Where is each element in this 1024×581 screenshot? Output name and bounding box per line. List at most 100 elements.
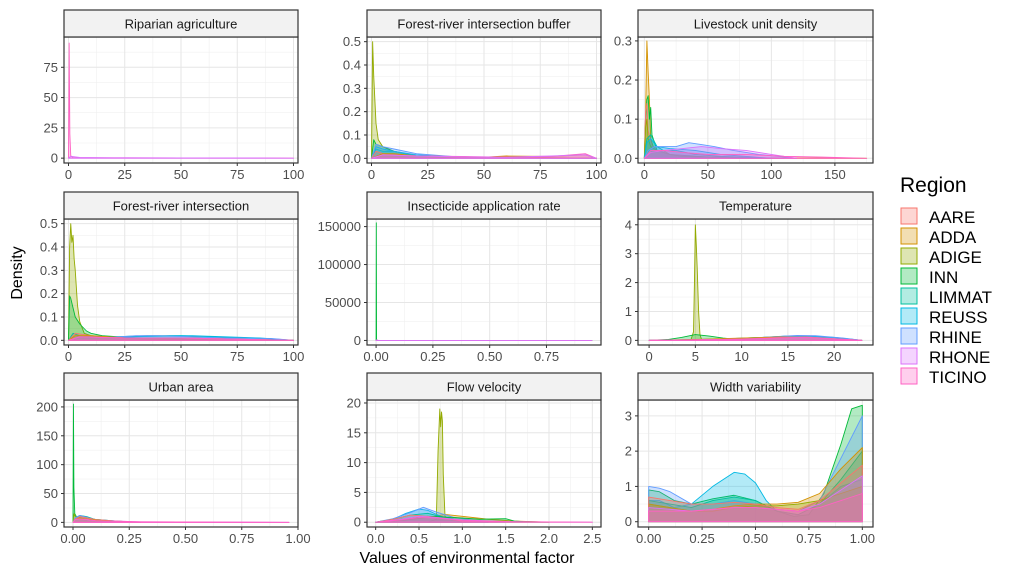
x-tick-label: 15 [781, 349, 795, 364]
y-tick-label: 50 [44, 486, 58, 501]
facet-strip-label: Forest-river intersection [113, 199, 250, 214]
y-tick-label: 0.1 [40, 310, 58, 325]
x-tick-label: 0.00 [60, 531, 85, 546]
x-tick-label: 25 [421, 167, 435, 182]
y-tick-label: 4 [625, 217, 632, 232]
legend-label: LIMMAT [929, 288, 992, 307]
legend-label: AARE [929, 208, 975, 227]
y-tick-label: 100000 [318, 257, 361, 272]
legend-item-adige: ADIGE [901, 248, 982, 267]
y-tick-label: 0.3 [614, 33, 632, 48]
facet-strip-label: Urban area [148, 380, 214, 395]
x-tick-label: 0 [641, 167, 648, 182]
x-tick-label: 50 [174, 167, 188, 182]
x-tick-label: 150 [824, 167, 846, 182]
x-tick-label: 75 [230, 349, 244, 364]
y-tick-label: 0.0 [343, 151, 361, 166]
x-tick-label: 0.75 [229, 531, 254, 546]
legend-item-inn: INN [901, 268, 958, 287]
y-tick-label: 75 [44, 60, 58, 75]
x-tick-label: 0.25 [117, 531, 142, 546]
x-tick-label: 0.5 [410, 531, 428, 546]
y-tick-label: 0 [51, 515, 58, 530]
legend-title: Region [900, 174, 967, 197]
facet-strip-label: Temperature [719, 199, 792, 214]
x-tick-label: 0.25 [689, 531, 714, 546]
x-tick-label: 0.25 [420, 349, 445, 364]
x-tick-label: 5 [692, 349, 699, 364]
legend-key [901, 348, 917, 364]
x-tick-label: 25 [118, 167, 132, 182]
x-tick-label: 25 [118, 349, 132, 364]
y-tick-label: 0.2 [40, 286, 58, 301]
x-tick-label: 0.00 [636, 531, 661, 546]
legend-label: ADIGE [929, 248, 982, 267]
y-tick-label: 0.3 [343, 81, 361, 96]
y-tick-label: 0.3 [40, 263, 58, 278]
x-tick-label: 0.50 [173, 531, 198, 546]
y-tick-label: 0.2 [343, 104, 361, 119]
y-tick-label: 0.5 [40, 216, 58, 231]
legend-label: RHONE [929, 348, 990, 367]
legend-label: RHINE [929, 328, 982, 347]
legend-key [901, 268, 917, 284]
x-tick-label: 0 [645, 349, 652, 364]
legend-label: ADDA [929, 228, 977, 247]
x-tick-label: 100 [283, 349, 305, 364]
y-axis-title: Density [9, 246, 26, 299]
y-tick-label: 100 [36, 457, 58, 472]
x-tick-label: 1.00 [850, 531, 875, 546]
y-tick-label: 15 [347, 425, 361, 440]
legend-item-ticino: TICINO [901, 368, 987, 387]
y-tick-label: 1 [625, 479, 632, 494]
y-tick-label: 2 [625, 444, 632, 459]
y-tick-label: 0.1 [343, 128, 361, 143]
x-tick-label: 0 [368, 167, 375, 182]
legend-key [901, 208, 917, 224]
y-tick-label: 25 [44, 120, 58, 135]
legend-label: INN [929, 268, 958, 287]
y-tick-label: 0.5 [343, 34, 361, 49]
y-tick-label: 0.1 [614, 112, 632, 127]
y-tick-label: 0.4 [343, 58, 361, 73]
legend-label: REUSS [929, 308, 988, 327]
y-tick-label: 0 [625, 333, 632, 348]
legend-item-rhine: RHINE [901, 328, 982, 347]
x-tick-label: 75 [533, 167, 547, 182]
facet-strip-label: Flow velocity [447, 380, 522, 395]
legend-item-reuss: REUSS [901, 308, 988, 327]
facet-strip-label: Livestock unit density [694, 17, 818, 32]
y-tick-label: 20 [347, 395, 361, 410]
legend-key [901, 228, 917, 244]
legend-item-limmat: LIMMAT [901, 288, 992, 307]
x-tick-label: 1.5 [497, 531, 515, 546]
y-tick-label: 50000 [325, 295, 361, 310]
x-tick-label: 75 [230, 167, 244, 182]
y-tick-label: 3 [625, 246, 632, 261]
facet-strip-label: Forest-river intersection buffer [397, 17, 571, 32]
legend-key [901, 368, 917, 384]
x-axis-title: Values of environmental factor [360, 550, 576, 567]
y-tick-label: 150 [36, 428, 58, 443]
y-tick-label: 0 [51, 151, 58, 166]
x-tick-label: 0.0 [367, 531, 385, 546]
x-tick-label: 0 [65, 349, 72, 364]
x-tick-label: 100 [586, 167, 608, 182]
legend-key [901, 328, 917, 344]
panel-background [367, 219, 601, 345]
x-tick-label: 0 [65, 167, 72, 182]
x-tick-label: 20 [827, 349, 841, 364]
y-tick-label: 10 [347, 455, 361, 470]
y-tick-label: 200 [36, 399, 58, 414]
x-tick-label: 10 [734, 349, 748, 364]
legend: Region AAREADDAADIGEINNLIMMATREUSSRHINER… [900, 174, 992, 387]
x-tick-label: 1.0 [453, 531, 471, 546]
x-tick-label: 2.0 [540, 531, 558, 546]
y-tick-label: 150000 [318, 219, 361, 234]
